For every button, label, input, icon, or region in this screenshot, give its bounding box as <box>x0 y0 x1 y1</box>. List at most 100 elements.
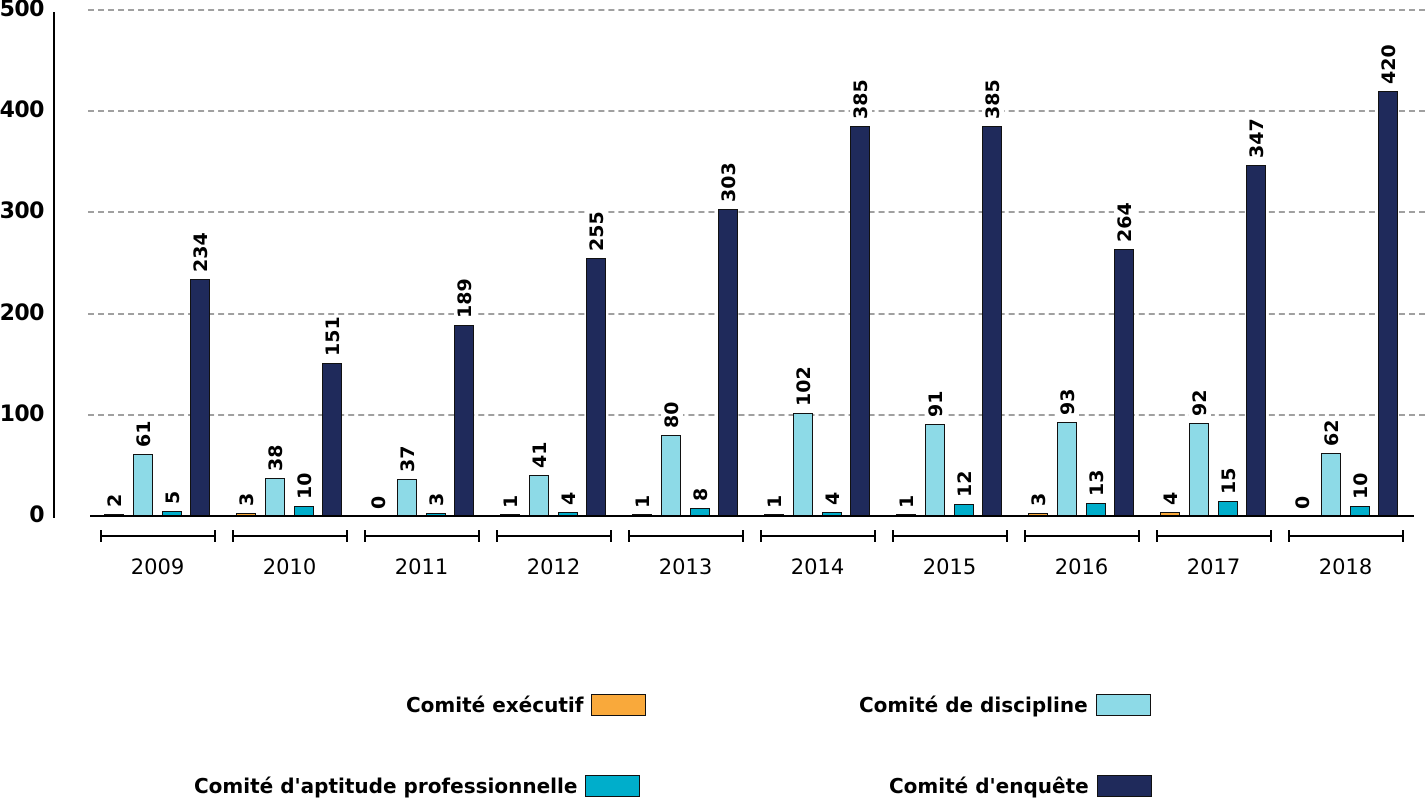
x-tick-label: 2010 <box>262 555 317 579</box>
data-label: 0 <box>368 494 390 510</box>
y-axis-line <box>53 12 55 518</box>
data-label: 61 <box>133 419 155 448</box>
data-label: 1 <box>764 493 786 509</box>
data-label: 3 <box>1028 491 1050 507</box>
data-label: 0 <box>1292 494 1314 510</box>
legend-item-comite-executif: Comité exécutif <box>406 693 647 717</box>
bar <box>265 477 285 516</box>
legend-item-comite-discipline: Comité de discipline <box>859 693 1151 717</box>
data-label: 385 <box>850 78 872 120</box>
bar <box>586 257 606 516</box>
x-group-bracket <box>232 530 348 542</box>
data-label: 62 <box>1321 418 1343 447</box>
bar <box>133 454 153 516</box>
bar <box>1086 502 1106 516</box>
legend-label: Comité d'aptitude professionnelle <box>194 774 578 798</box>
data-label: 1 <box>632 493 654 509</box>
bar <box>1218 500 1238 516</box>
bar <box>1189 422 1209 516</box>
bar <box>454 324 474 516</box>
x-group-bracket <box>364 530 480 542</box>
data-label: 4 <box>1160 490 1182 506</box>
gridline <box>88 414 1425 416</box>
x-tick-label: 2016 <box>1054 555 1109 579</box>
data-label: 93 <box>1057 387 1079 416</box>
bar <box>1114 248 1134 516</box>
data-label: 4 <box>558 490 580 506</box>
legend-swatch <box>1095 694 1151 716</box>
gridline <box>88 313 1425 315</box>
gridline <box>88 110 1425 112</box>
x-group-bracket <box>1024 530 1140 542</box>
x-tick-label: 2018 <box>1318 555 1373 579</box>
legend-swatch <box>1096 775 1152 797</box>
bar <box>793 412 813 516</box>
x-group-bracket <box>1156 530 1272 542</box>
data-label: 1 <box>500 493 522 509</box>
data-label: 347 <box>1246 117 1268 159</box>
bar <box>322 363 342 516</box>
data-label: 10 <box>1350 471 1372 500</box>
bar <box>1057 421 1077 516</box>
bar <box>1246 164 1266 516</box>
x-tick-label: 2015 <box>922 555 977 579</box>
y-tick-label: 300 <box>0 199 45 224</box>
data-label: 3 <box>236 491 258 507</box>
bar <box>529 474 549 516</box>
legend-label: Comité de discipline <box>859 693 1088 717</box>
bar <box>718 209 738 516</box>
y-tick-label: 400 <box>0 98 45 123</box>
legend-label: Comité d'enquête <box>889 774 1089 798</box>
data-label: 91 <box>925 389 947 418</box>
data-label: 234 <box>190 231 212 273</box>
legend-label: Comité exécutif <box>406 693 584 717</box>
data-label: 10 <box>294 471 316 500</box>
x-tick-label: 2013 <box>658 555 713 579</box>
x-group-bracket <box>100 530 216 542</box>
x-tick-label: 2012 <box>526 555 581 579</box>
data-label: 303 <box>718 161 740 203</box>
data-label: 4 <box>822 490 844 506</box>
data-label: 38 <box>265 443 287 472</box>
data-label: 385 <box>982 78 1004 120</box>
legend-swatch <box>591 694 647 716</box>
legend-item-comite-aptitude: Comité d'aptitude professionnelle <box>194 774 641 798</box>
x-tick-label: 2009 <box>130 555 185 579</box>
x-group-bracket <box>892 530 1008 542</box>
x-group-bracket <box>496 530 612 542</box>
data-label: 420 <box>1378 43 1400 85</box>
data-label: 3 <box>426 491 448 507</box>
gridline <box>88 9 1425 11</box>
data-label: 8 <box>690 486 712 502</box>
data-label: 15 <box>1218 466 1240 495</box>
data-label: 5 <box>162 489 184 505</box>
data-label: 264 <box>1114 201 1136 243</box>
x-tick-label: 2017 <box>1186 555 1241 579</box>
bar <box>1321 453 1341 516</box>
y-tick-label: 0 <box>29 503 44 528</box>
data-label: 41 <box>529 440 551 469</box>
bar <box>925 423 945 516</box>
y-tick-label: 500 <box>0 0 45 22</box>
x-group-bracket <box>1288 530 1404 542</box>
data-label: 2 <box>104 492 126 508</box>
x-group-bracket <box>628 530 744 542</box>
x-tick-label: 2011 <box>394 555 449 579</box>
data-label: 151 <box>322 315 344 357</box>
data-label: 189 <box>454 277 476 319</box>
data-label: 92 <box>1189 388 1211 417</box>
x-tick-label: 2014 <box>790 555 845 579</box>
data-label: 255 <box>586 210 608 252</box>
legend-item-comite-enquete: Comité d'enquête <box>889 774 1152 798</box>
bar <box>982 126 1002 516</box>
bar <box>397 478 417 516</box>
bar <box>190 279 210 516</box>
data-label: 80 <box>661 400 683 429</box>
bar <box>850 126 870 516</box>
y-tick-label: 200 <box>0 301 45 326</box>
bar <box>661 435 681 516</box>
data-label: 37 <box>397 444 419 473</box>
data-label: 12 <box>954 469 976 498</box>
y-tick-label: 100 <box>0 402 45 427</box>
